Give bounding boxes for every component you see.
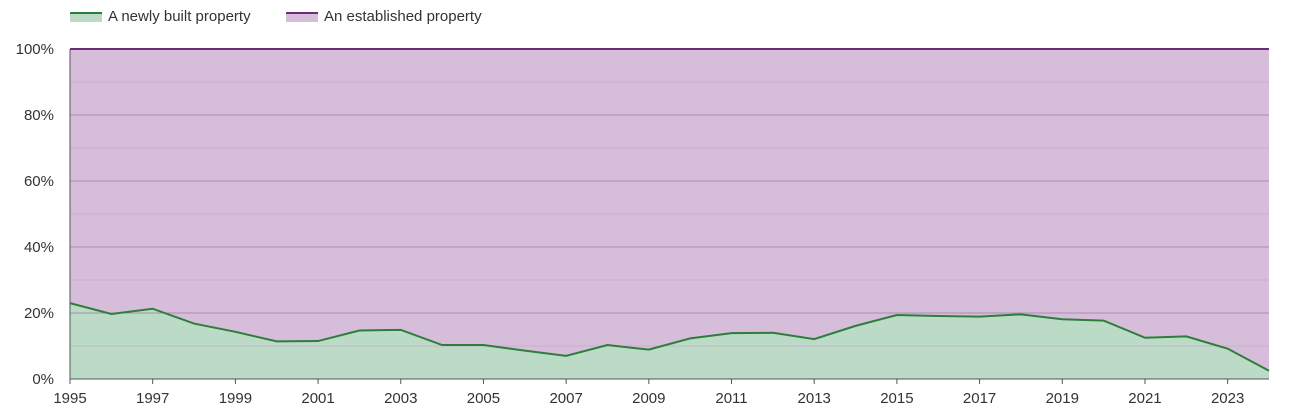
legend-item[interactable]: A newly built property — [70, 8, 251, 25]
legend-swatch — [70, 12, 102, 22]
x-tick-label: 2007 — [549, 390, 582, 407]
y-tick-label: 80% — [24, 107, 54, 124]
x-tick-label: 2009 — [632, 390, 665, 407]
x-tick-label: 1997 — [136, 390, 169, 407]
x-tick-label: 2001 — [301, 390, 334, 407]
x-tick-label: 2019 — [1046, 390, 1079, 407]
x-tick-label: 1999 — [219, 390, 252, 407]
legend-label: An established property — [324, 8, 482, 25]
x-tick-label: 2017 — [963, 390, 996, 407]
legend: A newly built property An established pro… — [70, 8, 482, 25]
y-axis: 0% 20% 40% 60% 80% 100% — [16, 41, 71, 388]
legend-label: A newly built property — [108, 8, 251, 25]
x-tick-label: 2013 — [798, 390, 831, 407]
y-tick-label: 20% — [24, 305, 54, 322]
y-tick-label: 60% — [24, 173, 54, 190]
y-tick-label: 100% — [16, 41, 54, 58]
area-newly-built-property — [70, 303, 1269, 379]
x-axis: 1995 1997 1999 2001 2003 2005 2007 2009 2011 2013… — [53, 378, 1269, 407]
line-newly-built-property — [69, 302, 1270, 372]
x-tick-label: 2023 — [1211, 390, 1244, 407]
x-tick-label: 2003 — [384, 390, 417, 407]
legend-item[interactable]: An established property — [286, 8, 482, 25]
series-lines — [69, 48, 1270, 372]
x-tick-label: 2015 — [880, 390, 913, 407]
x-tick-label: 2011 — [715, 390, 747, 407]
x-tick-label: 2005 — [467, 390, 500, 407]
y-tick-label: 0% — [32, 371, 54, 388]
x-tick-label: 2021 — [1128, 390, 1161, 407]
legend-swatch — [286, 12, 318, 22]
y-tick-label: 40% — [24, 239, 54, 256]
area-established-property — [70, 49, 1269, 371]
plot-area — [70, 49, 1269, 379]
x-tick-label: 1995 — [53, 390, 86, 407]
gridlines — [70, 81, 1269, 347]
